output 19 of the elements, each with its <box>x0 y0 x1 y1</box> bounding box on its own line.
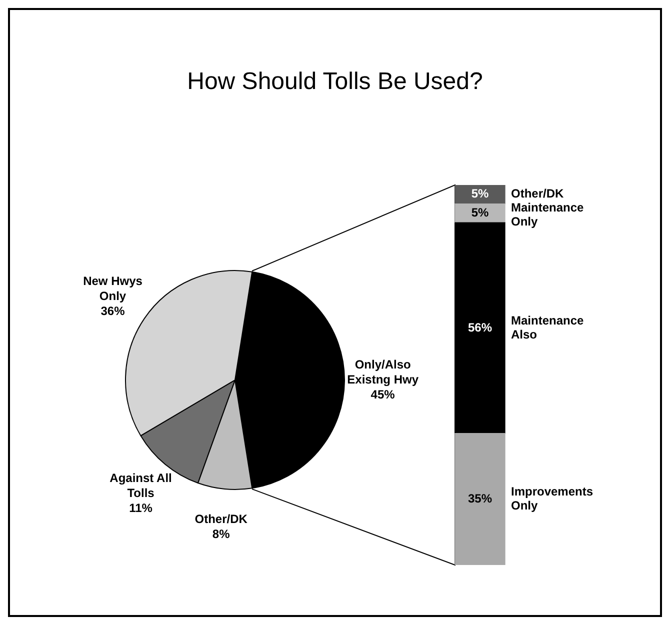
data-label: 5% <box>471 186 489 201</box>
data-label: 8% <box>212 526 230 541</box>
slice-label: Only/Also Existng Hwy <box>347 357 419 386</box>
series-label: Other/DK <box>511 186 564 201</box>
series-label: Maintenance Only <box>511 200 584 229</box>
series-label: Maintenance Also <box>511 313 584 342</box>
data-label: 35% <box>468 491 492 506</box>
slice-label: Against All Tolls <box>110 471 172 500</box>
data-label: 11% <box>129 501 153 516</box>
bar <box>454 222 506 434</box>
data-label: 36% <box>100 304 126 318</box>
bar <box>454 432 506 565</box>
slice-label: Other/DK <box>194 512 248 526</box>
series-label: Improvements Only <box>511 484 594 512</box>
slice-label: New Hwys Only <box>83 274 143 304</box>
data-label: 45% <box>370 387 396 402</box>
data-label: 56% <box>468 320 492 334</box>
data-label: 5% <box>471 206 489 220</box>
chart-title: How Should Tolls Be Used? <box>186 68 484 96</box>
